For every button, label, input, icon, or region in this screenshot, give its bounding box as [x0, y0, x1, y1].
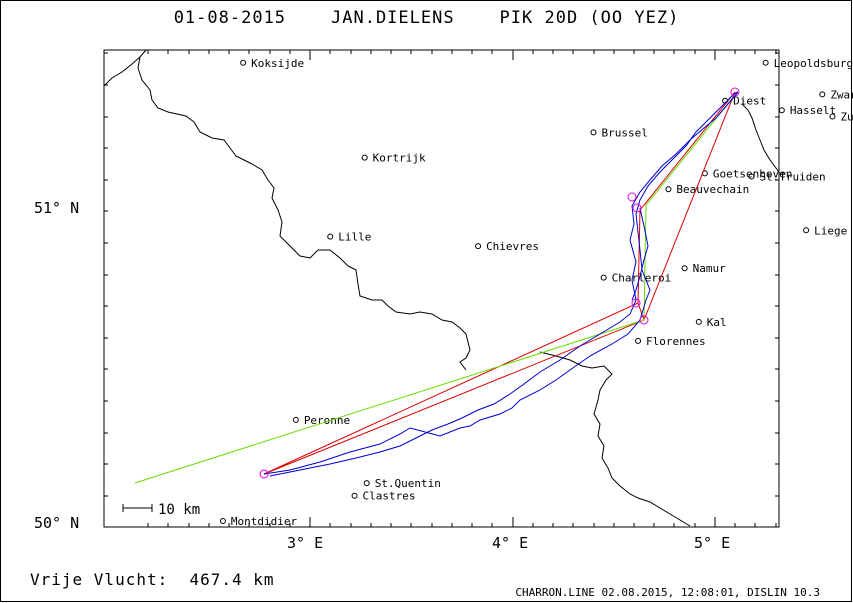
border-france-belgium: [137, 56, 471, 371]
lon-label-3: 3° E: [287, 534, 323, 552]
town-marker-icon: [327, 233, 334, 240]
town-marker-icon: [778, 107, 785, 114]
town-marker-icon: [665, 186, 672, 193]
town-label: Florennes: [646, 335, 706, 348]
coastline: [103, 49, 147, 87]
town-koksijde: Koksijde: [240, 57, 304, 70]
town-label: Kortrijk: [373, 152, 426, 165]
town-leopoldsburg: Leopoldsburg: [762, 57, 853, 70]
town-marker-icon: [695, 318, 702, 325]
lon-label-5: 5° E: [694, 534, 730, 552]
town-marker-icon: [240, 59, 247, 66]
lat-label-50: 50° N: [34, 514, 79, 532]
town-clastres: Clastres: [351, 490, 416, 503]
town-label: Namur: [693, 262, 726, 275]
flight-title: 01-08-2015 JAN.DIELENS PIK 20D (OO YEZ): [0, 8, 853, 28]
town-st-quentin: St.Quentin: [363, 477, 441, 490]
town-label: Brussel: [602, 126, 648, 139]
town-namur: Namur: [681, 262, 726, 275]
town-marker-icon: [635, 337, 642, 344]
town-marker-icon: [803, 227, 810, 234]
town-label: Hasselt: [790, 104, 836, 117]
flight-track: [263, 91, 739, 475]
lat-label-51: 51° N: [34, 199, 79, 217]
lon-label-4: 4° E: [492, 534, 528, 552]
town-marker-icon: [363, 480, 370, 487]
town-beauvechain: Beauvechain: [665, 183, 749, 196]
town-zwartberg: Zwartberg: [819, 88, 853, 101]
flight-track-extra: [631, 207, 649, 301]
turnpoint-start: [259, 469, 269, 479]
town-marker-icon: [361, 154, 368, 161]
town-zutendaal: Zutendaal: [829, 111, 853, 124]
turnpoint-3: [627, 192, 637, 202]
turnpoint-1: [639, 315, 649, 325]
border-belgium-netherlands: [741, 103, 780, 173]
town-label: Diest: [733, 95, 766, 108]
town-label: Koksijde: [251, 57, 304, 70]
town-florennes: Florennes: [635, 335, 706, 348]
flight-track-return: [269, 91, 739, 477]
town-charleroi: Charleroi: [600, 272, 672, 285]
border-ardennes: [539, 351, 691, 527]
town-kortrijk: Kortrijk: [361, 152, 426, 165]
town-label: Zutendaal: [840, 111, 853, 124]
town-marker-icon: [748, 173, 755, 180]
flight-date: 01-08-2015: [173, 8, 287, 28]
town-marker-icon: [219, 518, 226, 524]
town-peronne: Peronne: [292, 414, 350, 427]
town-label: Leopoldsburg: [774, 57, 853, 70]
turnpoint-2: [631, 298, 641, 308]
glider-name: PIK 20D (OO YEZ): [499, 8, 680, 28]
town-markers: Koksijde Leopoldsburg Diest Zwartberg Hassel…: [219, 57, 853, 528]
town-label: Liege: [814, 224, 847, 237]
town-brussel: Brussel: [590, 126, 648, 139]
town-lille: Lille: [327, 231, 371, 244]
town-liege: Liege: [803, 224, 847, 237]
distance-label: Vrije Vlucht:: [30, 570, 169, 589]
town-marker-icon: [475, 243, 482, 250]
turnpoint-finish: [730, 87, 740, 97]
town-marker-icon: [292, 416, 299, 423]
town-marker-icon: [351, 492, 358, 499]
town-hasselt: Hasselt: [778, 104, 836, 117]
town-label: Charleroi: [612, 272, 672, 285]
task-line-green: [134, 94, 736, 484]
axis-ticks: [104, 50, 779, 527]
scale-label: 10 km: [158, 502, 200, 518]
distance-value: 467.4 km: [189, 570, 275, 589]
town-label: St.Truiden: [759, 171, 825, 184]
plot-frame: [103, 49, 780, 528]
credits-line: CHARRON.LINE 02.08.2015, 12:08:01, DISLI…: [515, 586, 820, 599]
town-label: Montdidier: [231, 515, 298, 528]
town-label: Beauvechain: [676, 183, 749, 196]
town-label: Peronne: [304, 414, 350, 427]
town-label: Zwartberg: [830, 88, 853, 101]
pilot-name: JAN.DIELENS: [331, 8, 455, 28]
town-montdidier: Montdidier: [219, 515, 298, 528]
town-st-truiden: St.Truiden: [748, 171, 826, 184]
town-label: St.Quentin: [375, 477, 441, 490]
town-marker-icon: [829, 113, 836, 120]
scale-bar: 10 km: [122, 502, 200, 518]
town-marker-icon: [819, 91, 826, 98]
turnpoint-4: [632, 203, 642, 213]
town-marker-icon: [590, 129, 597, 136]
town-kal: Kal: [695, 316, 727, 329]
town-chievres: Chievres: [475, 240, 539, 253]
town-marker-icon: [762, 59, 769, 66]
town-label: Clastres: [363, 490, 416, 503]
distance-readout: Vrije Vlucht: 467.4 km: [30, 570, 275, 589]
town-marker-icon: [600, 274, 607, 281]
town-label: Kal: [707, 316, 727, 329]
town-marker-icon: [681, 265, 688, 272]
town-label: Lille: [338, 231, 371, 244]
town-label: Chievres: [486, 240, 539, 253]
